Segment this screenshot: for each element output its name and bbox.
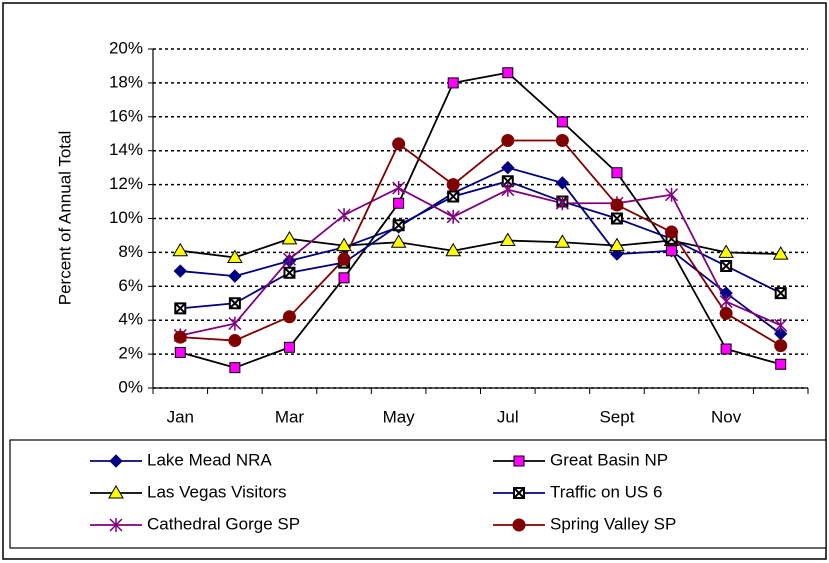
legend-marker — [108, 485, 124, 499]
data-point — [718, 244, 734, 258]
data-point — [555, 134, 569, 148]
x-tick-label: Jan — [167, 407, 194, 426]
data-point — [555, 176, 570, 190]
data-point — [665, 225, 679, 239]
data-point — [501, 175, 514, 188]
data-point — [556, 116, 568, 128]
legend-box — [9, 439, 827, 549]
legend-label: Spring Valley SP — [550, 514, 676, 533]
data-point — [665, 187, 679, 202]
data-point — [610, 212, 623, 225]
data-point — [501, 134, 515, 148]
data-point — [609, 237, 625, 252]
legend-label: Lake Mead NRA — [147, 450, 272, 469]
legend-label: Cathedral Gorge SP — [147, 514, 300, 533]
y-tick-label: 16% — [109, 106, 143, 125]
x-tick-label: Nov — [711, 407, 742, 426]
data-point — [720, 259, 733, 272]
series-line — [180, 186, 782, 337]
legend-label: Great Basin NP — [550, 450, 668, 469]
y-axis-title: Percent of Annual Total — [55, 131, 74, 306]
data-point — [172, 242, 189, 257]
data-point — [228, 297, 241, 310]
x-tick-label: Jul — [497, 407, 519, 426]
data-point — [174, 346, 186, 358]
data-point — [338, 272, 350, 284]
data-point — [283, 341, 295, 353]
data-point — [229, 362, 241, 374]
series-line — [180, 71, 781, 369]
series-line — [180, 180, 782, 310]
legend-marker — [512, 518, 526, 532]
data-point — [337, 208, 351, 223]
data-point — [775, 358, 787, 370]
y-tick-label: 10% — [109, 208, 143, 227]
data-point — [555, 196, 569, 211]
data-point — [445, 242, 462, 257]
legend-label: Traffic on US 6 — [550, 482, 662, 501]
data-point — [499, 232, 516, 247]
data-point — [336, 237, 352, 252]
data-point — [719, 294, 733, 309]
legend-label: Las Vegas Visitors — [147, 482, 287, 501]
data-point — [447, 77, 459, 89]
data-point — [772, 246, 789, 260]
data-point — [174, 302, 187, 315]
y-tick-label: 18% — [109, 72, 143, 91]
data-point — [228, 316, 242, 331]
y-tick-label: 4% — [118, 310, 143, 329]
data-point — [446, 209, 460, 224]
data-point — [501, 160, 515, 175]
data-point — [281, 230, 298, 245]
data-point — [610, 198, 624, 212]
data-point — [554, 234, 571, 248]
data-point — [774, 339, 788, 353]
x-tick-label: May — [383, 407, 416, 426]
y-tick-label: 8% — [118, 242, 143, 261]
data-point — [173, 264, 187, 278]
legend-marker — [513, 455, 525, 467]
x-tick-label: Mar — [275, 407, 305, 426]
data-point — [446, 178, 460, 192]
data-point — [228, 269, 242, 283]
legend-marker — [109, 454, 123, 468]
data-point — [282, 310, 296, 324]
legend-marker — [109, 518, 123, 532]
legend-marker — [513, 487, 525, 499]
data-point — [392, 180, 406, 195]
y-tick-label: 2% — [118, 344, 143, 363]
data-point — [227, 249, 243, 263]
data-point — [390, 234, 407, 248]
series-line — [180, 139, 782, 347]
data-point — [501, 182, 515, 197]
data-point — [611, 167, 623, 179]
y-tick-label: 0% — [118, 377, 143, 396]
data-point — [392, 137, 406, 151]
data-point — [719, 306, 733, 320]
y-tick-label: 12% — [109, 174, 143, 193]
data-point — [337, 252, 351, 266]
data-point — [283, 266, 296, 279]
data-point — [774, 318, 788, 333]
data-point — [173, 330, 187, 344]
data-point — [392, 219, 405, 232]
data-point — [720, 343, 732, 355]
data-point — [282, 252, 296, 267]
data-point — [447, 190, 460, 203]
data-point — [774, 287, 787, 300]
data-point — [502, 67, 514, 79]
data-point — [666, 245, 678, 257]
series-line — [180, 166, 782, 335]
y-tick-label: 20% — [109, 38, 143, 57]
y-tick-label: 6% — [118, 276, 143, 295]
data-point — [228, 334, 242, 348]
y-tick-label: 14% — [109, 140, 143, 159]
x-tick-label: Sept — [599, 407, 634, 426]
data-point — [393, 197, 405, 209]
